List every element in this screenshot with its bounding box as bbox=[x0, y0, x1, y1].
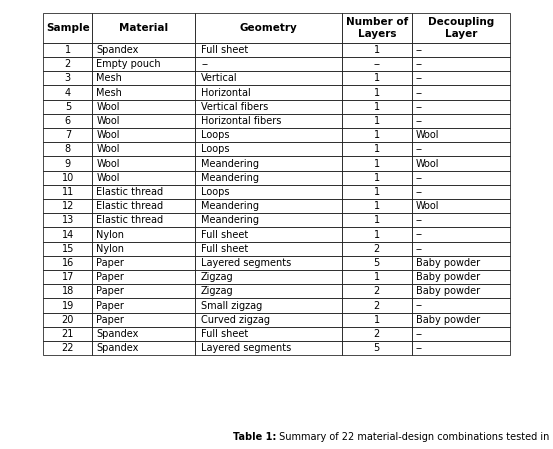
Text: Summary of 22 material-design combinations tested in Experiment 1: Summary of 22 material-design combinatio… bbox=[276, 432, 553, 442]
Text: Table 1:: Table 1: bbox=[233, 432, 276, 442]
